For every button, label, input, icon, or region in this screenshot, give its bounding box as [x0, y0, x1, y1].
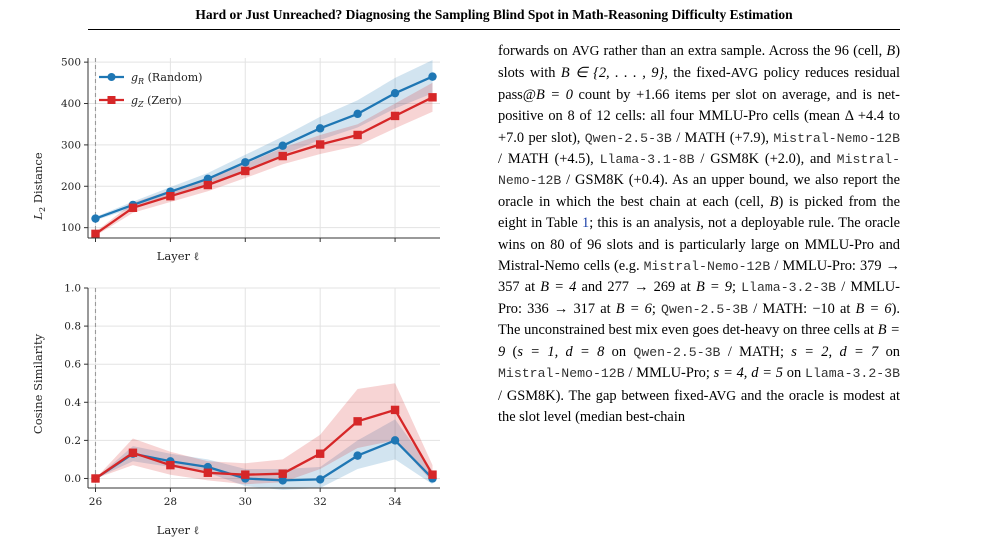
- legend-marker-zero: [107, 96, 116, 104]
- legend-label-zero: gZ (Zero): [131, 94, 182, 109]
- data-point-zero: [91, 474, 100, 483]
- body-paragraph: forwards on AVG rather than an extra sam…: [498, 43, 901, 425]
- y-tick-label: 0.2: [64, 435, 81, 447]
- data-point-random: [278, 476, 287, 485]
- data-point-random: [241, 158, 250, 167]
- page-header: Hard or Just Unreached? Diagnosing the S…: [0, 0, 988, 34]
- data-point-zero: [428, 470, 437, 479]
- data-point-zero: [128, 448, 138, 457]
- data-point-zero: [428, 93, 437, 102]
- data-point-zero: [166, 460, 175, 470]
- legend-marker-random: [107, 73, 116, 81]
- y-tick-label: 300: [61, 139, 81, 151]
- x-tick-label: 34: [388, 496, 402, 508]
- series-line-random: [94, 439, 434, 482]
- bottom-grid: [88, 287, 440, 488]
- bottom-tick-labels: 0.0 0.2 0.4 0.6 0.8 1.0 26 28 30 32 34: [64, 283, 402, 509]
- figure-svg: 100 200 300 400 500 Layer ℓ L2 Distance gR (…: [31, 57, 440, 537]
- top-legend: gR (Random) gZ (Zero): [99, 71, 202, 109]
- chart-cosine-similarity: 0.0 0.2 0.4 0.6 0.8 1.0 26 28 30 32 34 Layer ℓ Cos…: [31, 283, 440, 537]
- bottom-confidence-bands: [95, 383, 433, 490]
- y-tick-label: 400: [61, 98, 81, 110]
- data-point-zero: [390, 405, 400, 415]
- data-point-zero: [353, 417, 362, 426]
- top-y-axis-label: L2 Distance: [31, 152, 47, 221]
- data-point-zero: [315, 140, 325, 149]
- data-point-zero: [241, 166, 250, 176]
- y-tick-label: 0.6: [64, 359, 81, 371]
- data-point-zero: [241, 470, 250, 479]
- header-rule: [88, 29, 900, 30]
- data-point-random: [390, 88, 400, 98]
- data-point-zero: [353, 130, 362, 140]
- top-axes-frame: [84, 58, 440, 242]
- data-point-random: [353, 451, 362, 460]
- confidence-band-zero: [95, 82, 433, 236]
- y-tick-label: 500: [61, 57, 81, 69]
- top-series-markers: [91, 72, 437, 239]
- x-tick-label: 26: [89, 496, 103, 508]
- y-tick-label: 0.8: [64, 321, 81, 333]
- data-point-zero: [390, 111, 400, 121]
- bottom-series-markers: [91, 405, 437, 485]
- x-tick-label: 28: [164, 496, 177, 508]
- x-tick-label: 32: [313, 496, 326, 508]
- data-point-random: [390, 436, 400, 445]
- confidence-band-random: [95, 419, 433, 490]
- confidence-band-zero: [95, 383, 433, 485]
- data-point-zero: [91, 229, 100, 239]
- bottom-axes-frame: [84, 287, 440, 492]
- confidence-band-random: [95, 60, 433, 221]
- y-tick-label: 0.4: [64, 397, 81, 409]
- top-x-axis-label: Layer ℓ: [157, 249, 199, 263]
- data-point-random: [315, 124, 325, 133]
- y-tick-label: 1.0: [64, 283, 81, 295]
- data-point-random: [91, 214, 100, 223]
- data-point-random: [315, 475, 325, 484]
- bottom-series-lines: [94, 408, 434, 482]
- data-point-zero: [166, 192, 175, 201]
- bottom-y-axis-label: Cosine Similarity: [31, 333, 45, 434]
- series-line-random: [95, 75, 433, 220]
- data-point-zero: [278, 151, 287, 161]
- data-point-random: [278, 141, 287, 150]
- chart-l2-distance: 100 200 300 400 500 Layer ℓ L2 Distance gR (…: [31, 57, 440, 263]
- data-point-zero: [203, 468, 213, 477]
- legend-label-random: gR (Random): [131, 71, 202, 86]
- data-point-zero: [203, 180, 213, 190]
- series-line-zero: [94, 408, 434, 480]
- data-point-zero: [315, 449, 325, 458]
- table-reference-link[interactable]: 1: [581, 215, 590, 232]
- data-point-random: [428, 72, 437, 81]
- bottom-x-axis-label: Layer ℓ: [157, 523, 199, 537]
- x-tick-label: 30: [239, 496, 252, 508]
- top-confidence-bands: [95, 60, 433, 236]
- paper-running-title: Hard or Just Unreached? Diagnosing the S…: [195, 7, 793, 22]
- series-line-zero: [94, 96, 434, 235]
- y-tick-label: 100: [61, 222, 81, 234]
- data-point-zero: [278, 469, 287, 478]
- top-tick-labels: 100 200 300 400 500: [61, 57, 81, 235]
- top-series-lines: [94, 75, 434, 235]
- body-text-column: forwards on AVG rather than an extra sam…: [498, 40, 900, 428]
- figure-layer-metrics: 100 200 300 400 500 Layer ℓ L2 Distance gR (…: [0, 34, 480, 544]
- data-point-zero: [128, 203, 138, 212]
- y-tick-label: 0.0: [64, 473, 81, 485]
- data-point-random: [353, 109, 362, 119]
- y-tick-label: 200: [61, 181, 81, 193]
